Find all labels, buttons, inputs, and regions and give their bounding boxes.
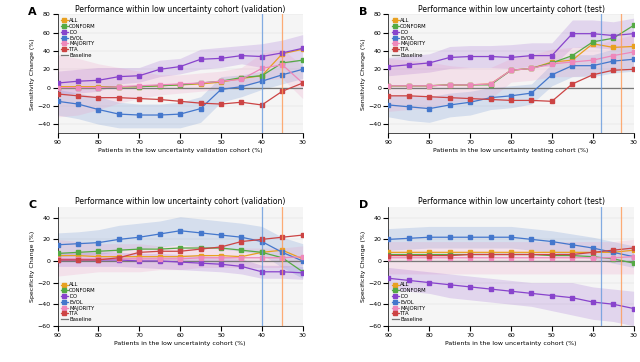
Legend: ALL, CONFORM, DO, EVOL, MAJORITY, TTA, Baseline: ALL, CONFORM, DO, EVOL, MAJORITY, TTA, B…: [60, 17, 97, 59]
Y-axis label: Specificity Change (%): Specificity Change (%): [361, 231, 365, 302]
Y-axis label: Sensitivity Change (%): Sensitivity Change (%): [361, 38, 365, 110]
Legend: ALL, CONFORM, DO, EVOL, MAJORITY, TTA, Baseline: ALL, CONFORM, DO, EVOL, MAJORITY, TTA, B…: [60, 281, 97, 323]
Legend: ALL, CONFORM, DO, EVOL, MAJORITY, TTA, Baseline: ALL, CONFORM, DO, EVOL, MAJORITY, TTA, B…: [391, 17, 428, 59]
X-axis label: Patients in the low uncertainty cohort (%): Patients in the low uncertainty cohort (…: [115, 341, 246, 345]
Legend: ALL, CONFORM, DO, EVOL, MAJORITY, TTA, Baseline: ALL, CONFORM, DO, EVOL, MAJORITY, TTA, B…: [391, 281, 428, 323]
Text: A: A: [28, 7, 37, 17]
X-axis label: Patients in the low uncertainty validation cohort (%): Patients in the low uncertainty validati…: [98, 148, 262, 153]
X-axis label: Patients in the low uncertainty cohort (%): Patients in the low uncertainty cohort (…: [445, 341, 577, 345]
Title: Performance within low uncertainty cohort (test): Performance within low uncertainty cohor…: [417, 5, 605, 14]
Title: Performance within low uncertainty cohort (test): Performance within low uncertainty cohor…: [417, 197, 605, 206]
Text: B: B: [359, 7, 367, 17]
Title: Performance within low uncertainty cohort (validation): Performance within low uncertainty cohor…: [75, 197, 285, 206]
X-axis label: Patients in the low uncertainty testing cohort (%): Patients in the low uncertainty testing …: [433, 148, 589, 153]
Title: Performance within low uncertainty cohort (validation): Performance within low uncertainty cohor…: [75, 5, 285, 14]
Y-axis label: Specificity Change (%): Specificity Change (%): [29, 231, 35, 302]
Text: D: D: [359, 200, 369, 210]
Text: C: C: [28, 200, 36, 210]
Y-axis label: Sensitivity Change (%): Sensitivity Change (%): [29, 38, 35, 110]
